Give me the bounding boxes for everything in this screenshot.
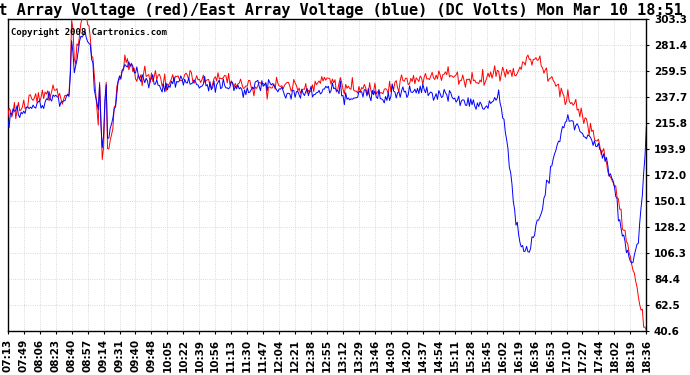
Text: Copyright 2008 Cartronics.com: Copyright 2008 Cartronics.com — [11, 28, 167, 37]
Title: West Array Voltage (red)/East Array Voltage (blue) (DC Volts) Mon Mar 10 18:51: West Array Voltage (red)/East Array Volt… — [0, 3, 683, 18]
